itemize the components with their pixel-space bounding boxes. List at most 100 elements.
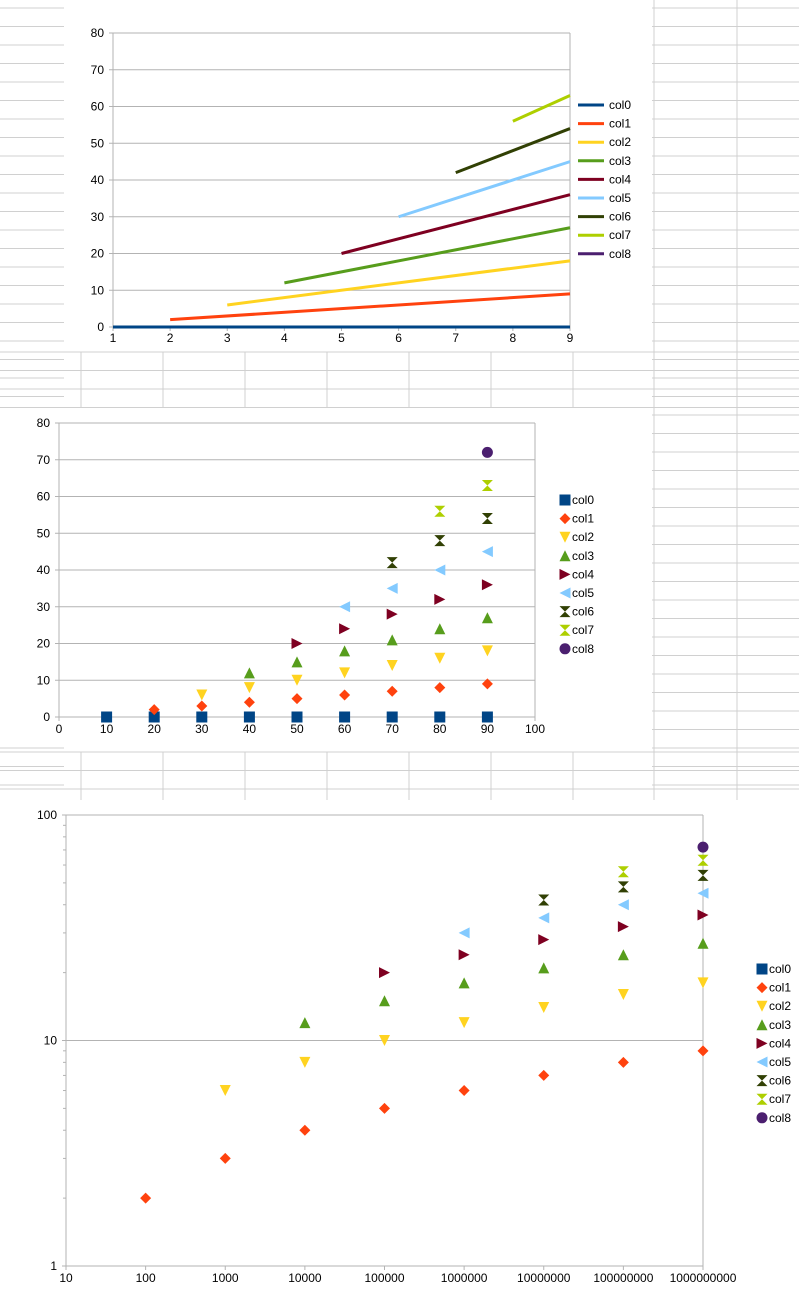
legend-swatch-col3: [756, 1019, 768, 1031]
x-tick-label: 70: [386, 722, 400, 736]
x-tick-label: 4: [281, 331, 288, 345]
point-col3-0: [243, 667, 255, 679]
point-col2-1: [243, 682, 255, 694]
legend-label-col4: col4: [769, 1036, 791, 1050]
point-col3-0: [299, 1017, 311, 1029]
legend-swatch-col1: [756, 982, 768, 994]
point-col1-3: [379, 1102, 390, 1114]
point-col8-0: [481, 446, 493, 458]
point-col0-1: [148, 711, 160, 723]
point-col1-1: [196, 700, 208, 712]
point-col4-0: [291, 638, 303, 649]
legend-label-col3: col3: [572, 549, 594, 563]
legend-swatch-col5: [756, 1056, 768, 1068]
legend-swatch-col8: [559, 643, 571, 655]
legend-label-col6: col6: [609, 210, 631, 224]
y-tick-label: 30: [37, 600, 51, 614]
y-tick-label: 80: [91, 26, 105, 40]
point-col4-3: [434, 593, 446, 605]
legend-swatch-col6: [559, 606, 571, 618]
point-col0-2: [196, 711, 208, 723]
x-tick-label: 10: [100, 722, 114, 736]
y-tick-label: 60: [37, 490, 51, 504]
legend-label-col8: col8: [572, 642, 594, 656]
point-col0-4: [291, 711, 303, 723]
point-col7-0: [434, 505, 446, 517]
point-col2-2: [379, 1035, 390, 1046]
point-col3-2: [339, 645, 351, 657]
y-tick-label: 50: [37, 526, 51, 540]
point-col5-0: [339, 601, 351, 613]
legend-swatch-col2: [756, 1000, 768, 1012]
point-col4-2: [538, 934, 550, 946]
point-col3-1: [379, 995, 390, 1007]
point-col6-2: [481, 513, 493, 525]
point-col3-3: [538, 962, 550, 974]
x-tick-label: 80: [433, 722, 447, 736]
x-tick-label: 1: [110, 331, 117, 345]
chart-legend: col0 col1 col2 col3 col4 col5 col6 col7 col8: [578, 98, 631, 261]
legend-label-col6: col6: [769, 1074, 791, 1088]
point-col1-6: [434, 682, 446, 694]
x-tick-label: 7: [452, 331, 459, 345]
point-col6-1: [434, 535, 446, 547]
x-tick-label: 1000000000: [670, 1271, 737, 1285]
y-tick-label: 40: [91, 173, 105, 187]
legend-label-col5: col5: [572, 586, 594, 600]
point-col2-4: [538, 1002, 550, 1014]
y-tick-label: 100: [37, 808, 57, 822]
point-col1-4: [458, 1085, 470, 1097]
point-col1-0: [148, 704, 160, 716]
point-col6-0: [538, 894, 550, 906]
point-col3-5: [481, 612, 493, 624]
legend-label-col7: col7: [769, 1092, 791, 1106]
x-tick-label: 100: [136, 1271, 156, 1285]
point-col4-1: [339, 623, 351, 635]
series-line-col7: [512, 94, 571, 123]
x-tick-label: 5: [338, 331, 345, 345]
legend-swatch-col3: [559, 550, 571, 562]
y-tick-label: 0: [97, 320, 104, 334]
x-tick-label: 8: [510, 331, 517, 345]
x-tick-label: 90: [481, 722, 495, 736]
series-line-col5: [398, 160, 571, 219]
point-col6-2: [697, 869, 709, 881]
legend-swatch-col0: [756, 963, 768, 975]
legend-label-col2: col2: [572, 530, 594, 544]
point-col1-3: [291, 693, 303, 705]
point-col4-1: [458, 949, 470, 961]
y-tick-label: 0: [43, 710, 50, 724]
series-line-col1: [170, 292, 571, 322]
x-tick-label: 100000000: [593, 1271, 653, 1285]
legend-label-col0: col0: [609, 98, 631, 112]
x-tick-label: 0: [56, 722, 63, 736]
point-col0-6: [386, 711, 398, 723]
legend-swatch-col7: [559, 624, 571, 636]
chart-legend: col0 col1 col2 col3 col4 col5 col6 col7 col8: [756, 962, 791, 1125]
y-tick-label: 1: [50, 1259, 57, 1273]
point-col2-0: [219, 1085, 231, 1097]
legend-label-col7: col7: [572, 623, 594, 637]
legend-label-col3: col3: [609, 154, 631, 168]
point-col2-4: [386, 660, 398, 672]
y-tick-label: 30: [91, 210, 105, 224]
point-col2-6: [697, 977, 709, 989]
series-line-col3: [284, 226, 571, 285]
point-col6-1: [617, 881, 629, 893]
y-tick-label: 40: [37, 563, 51, 577]
x-tick-label: 10: [59, 1271, 73, 1285]
point-col2-3: [339, 667, 351, 679]
point-col0-5: [339, 711, 351, 723]
chart-legend: col0 col1 col2 col3 col4 col5 col6 col7 col8: [559, 493, 594, 656]
legend-swatch-col8: [756, 1112, 768, 1124]
point-col1-5: [386, 685, 398, 697]
x-tick-label: 30: [195, 722, 209, 736]
point-col3-4: [434, 623, 446, 635]
chart-scatter[interactable]: 0 10 20 30 40 50 60 70 80 0 10 20 30 40 50 60 70 80 90 100 c…: [0, 408, 607, 746]
legend-label-col1: col1: [609, 117, 631, 131]
point-col5-1: [538, 912, 550, 924]
point-col8-0: [697, 841, 709, 853]
y-tick-label: 60: [91, 100, 105, 114]
